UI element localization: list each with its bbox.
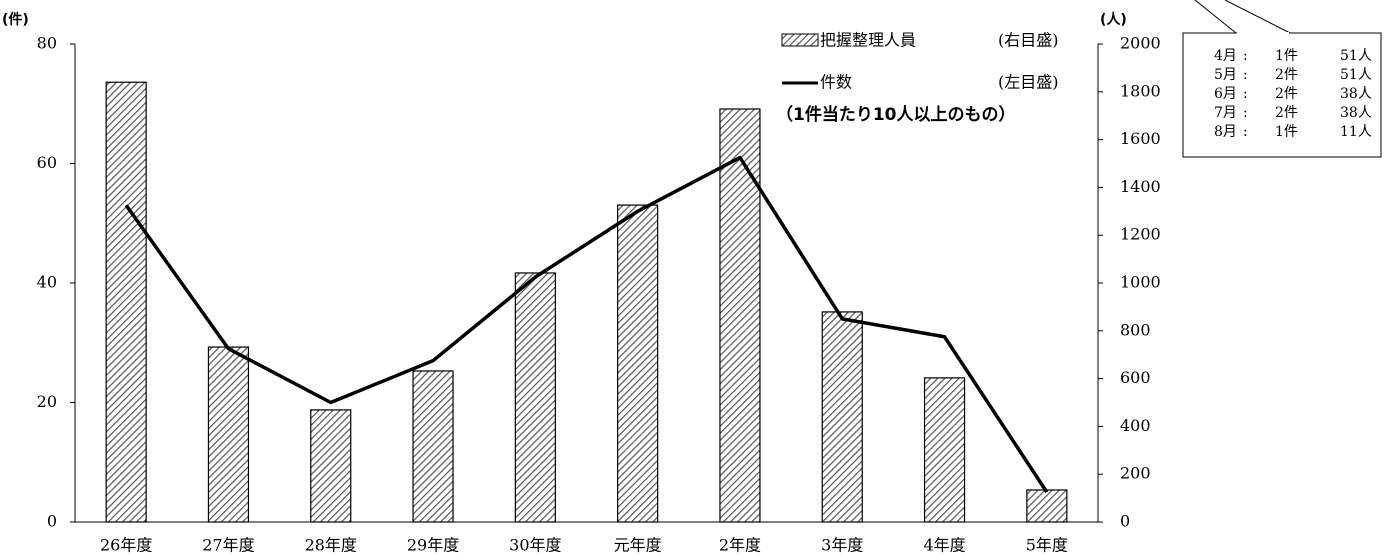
subtitle: （1件当たり10人以上のもの） xyxy=(776,104,1016,125)
y2-tick-label: 0 xyxy=(1120,512,1130,531)
callout-text: : xyxy=(1243,124,1248,140)
callout-text: : xyxy=(1243,48,1248,64)
y2-tick-label: 400 xyxy=(1120,416,1151,435)
callout-text: 2件 xyxy=(1275,86,1298,102)
x-tick-label: 4年度 xyxy=(923,536,965,555)
x-tick-label: 5年度 xyxy=(1026,536,1068,555)
callout-text: 8月 xyxy=(1214,124,1237,140)
callout-text: : xyxy=(1243,105,1248,121)
y2-tick-label: 1200 xyxy=(1120,225,1161,244)
x-tick-label: 3年度 xyxy=(821,536,863,555)
callout-text: 4月 xyxy=(1214,48,1237,64)
bar xyxy=(514,272,556,523)
y-tick-label: 80 xyxy=(37,34,57,53)
callout-text: 38人 xyxy=(1340,105,1372,121)
y-tick-label: 60 xyxy=(37,153,57,172)
legend-note: (右目盛) xyxy=(998,31,1059,50)
y2-tick-label: 1000 xyxy=(1120,273,1161,292)
bar xyxy=(207,346,250,523)
y2-tick-label: 800 xyxy=(1120,320,1151,339)
callout-text: 38人 xyxy=(1340,86,1372,102)
callout-text: 5月 xyxy=(1214,67,1237,83)
y-axis-label: (件) xyxy=(2,11,29,28)
line xyxy=(124,155,1049,494)
x-tick-label: 28年度 xyxy=(305,536,357,555)
callout-pointer xyxy=(1194,0,1237,34)
x-tick-label: 30年度 xyxy=(509,536,561,555)
callout-box xyxy=(1182,32,1382,158)
bar xyxy=(105,81,147,523)
callout-text: 11人 xyxy=(1340,124,1372,140)
y2-tick-label: 1600 xyxy=(1120,129,1161,148)
y2-axis-label: (人) xyxy=(1100,11,1127,28)
y2-tick-label: 1400 xyxy=(1120,177,1161,196)
callout-text: : xyxy=(1243,86,1248,102)
bar xyxy=(923,377,966,523)
x-tick-label: 2年度 xyxy=(719,536,761,555)
callout-pointer xyxy=(1224,0,1291,34)
y2-tick-label: 2000 xyxy=(1120,34,1161,53)
callout-text: 51人 xyxy=(1340,48,1372,64)
callout-text: 6月 xyxy=(1214,86,1237,102)
y2-tick-label: 200 xyxy=(1120,464,1151,483)
x-tick-label: 元年度 xyxy=(614,536,662,555)
y-tick-label: 20 xyxy=(37,392,57,411)
legend-note: (左目盛) xyxy=(998,73,1059,92)
x-tick-label: 29年度 xyxy=(407,536,459,555)
x-tick-label: 26年度 xyxy=(100,536,152,555)
y-tick-label: 40 xyxy=(37,273,57,292)
x-tick-label: 27年度 xyxy=(202,536,254,555)
callout-text: 1件 xyxy=(1275,48,1298,64)
callout-text: : xyxy=(1243,67,1248,83)
bar xyxy=(617,204,659,523)
callout-text: 51人 xyxy=(1340,67,1372,83)
callout-text: 1件 xyxy=(1275,124,1298,140)
y2-tick-label: 1800 xyxy=(1120,81,1161,100)
legend-label: 件数 xyxy=(820,73,852,92)
bar xyxy=(719,108,761,523)
callout-text: 7月 xyxy=(1214,105,1237,121)
callout-text: 2件 xyxy=(1275,105,1298,121)
legend-label: 把握整理人員 xyxy=(820,31,916,50)
y-tick-label: 0 xyxy=(47,512,57,531)
bar xyxy=(310,409,352,523)
callout-text: 2件 xyxy=(1275,67,1298,83)
bar xyxy=(1026,489,1068,523)
legend-swatch-bar xyxy=(781,33,819,47)
bar xyxy=(821,311,863,523)
y2-tick-label: 600 xyxy=(1120,368,1151,387)
bar xyxy=(412,370,454,523)
